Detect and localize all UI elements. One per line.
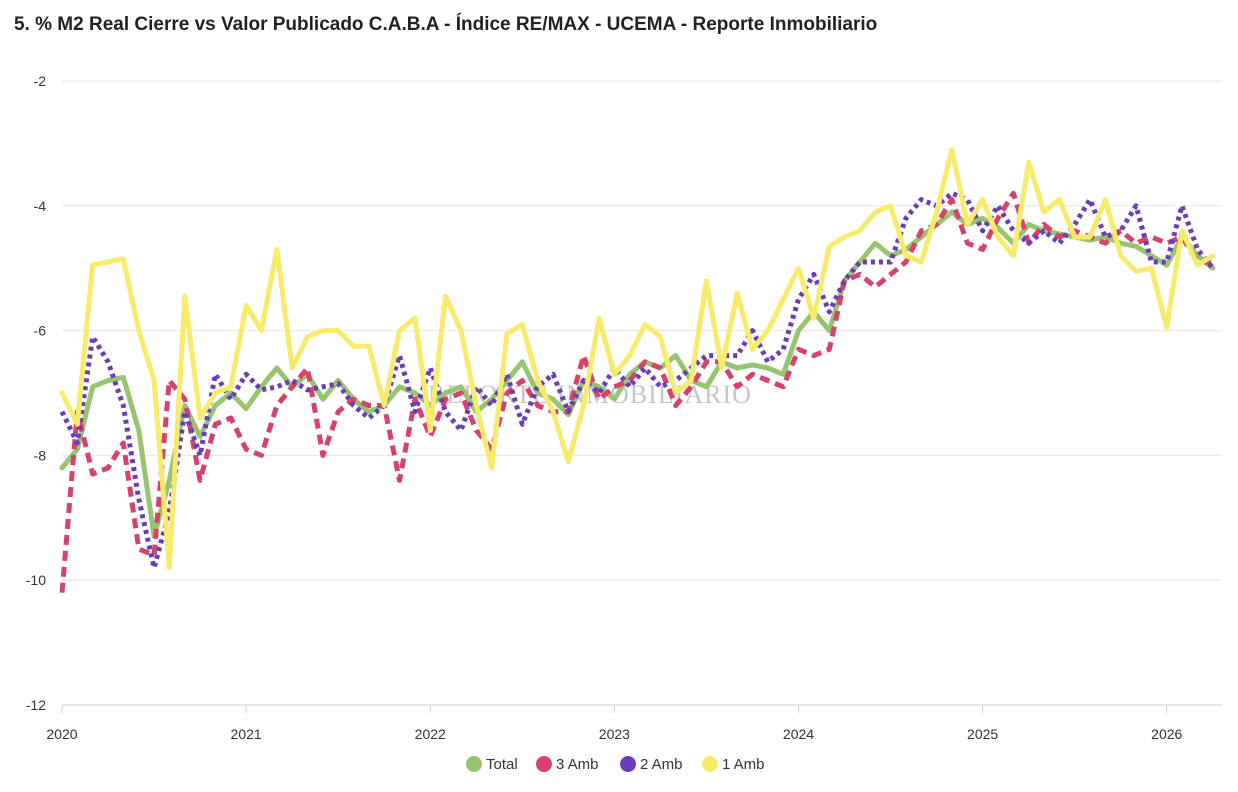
series-group <box>59 147 1216 593</box>
series-line-1-amb <box>59 147 1216 571</box>
y-tick-label: -4 <box>34 198 47 214</box>
x-axis: 2020 2021 2022 2023 2024 2025 2026 <box>46 704 1222 742</box>
x-tick-label: 2025 <box>967 726 998 742</box>
y-tick-label: -2 <box>34 73 47 89</box>
y-tick-label: -8 <box>34 447 47 463</box>
grid: -2 -4 -6 -8 -10 -12 <box>26 73 1222 713</box>
legend[interactable]: Total 3 Amb 2 Amb 1 Amb <box>466 756 765 773</box>
legend-label: 1 Amb <box>722 756 765 773</box>
legend-item-total[interactable]: Total <box>466 756 518 773</box>
x-tick-label: 2024 <box>783 726 814 742</box>
legend-label: 3 Amb <box>556 756 599 773</box>
legend-item-2-amb[interactable]: 2 Amb <box>620 756 683 773</box>
legend-item-1-amb[interactable]: 1 Amb <box>702 756 765 773</box>
series-line-2-amb <box>59 190 1215 571</box>
legend-marker <box>702 756 718 772</box>
x-tick-label: 2023 <box>599 726 630 742</box>
legend-marker <box>536 756 552 772</box>
legend-marker <box>466 756 482 772</box>
x-tick-label: 2021 <box>231 726 262 742</box>
x-tick-label: 2022 <box>415 726 446 742</box>
legend-label: 2 Amb <box>640 756 683 773</box>
y-tick-label: -10 <box>26 572 46 588</box>
legend-label: Total <box>486 756 518 773</box>
legend-item-3-amb[interactable]: 3 Amb <box>536 756 599 773</box>
y-tick-label: -12 <box>26 697 46 713</box>
y-tick-label: -6 <box>34 323 47 339</box>
x-tick-label: 2026 <box>1151 726 1182 742</box>
legend-marker <box>620 756 636 772</box>
chart-title: 5. % M2 Real Cierre vs Valor Publicado C… <box>14 14 878 35</box>
x-tick-label: 2020 <box>46 726 77 742</box>
series-line-total <box>59 209 1216 539</box>
